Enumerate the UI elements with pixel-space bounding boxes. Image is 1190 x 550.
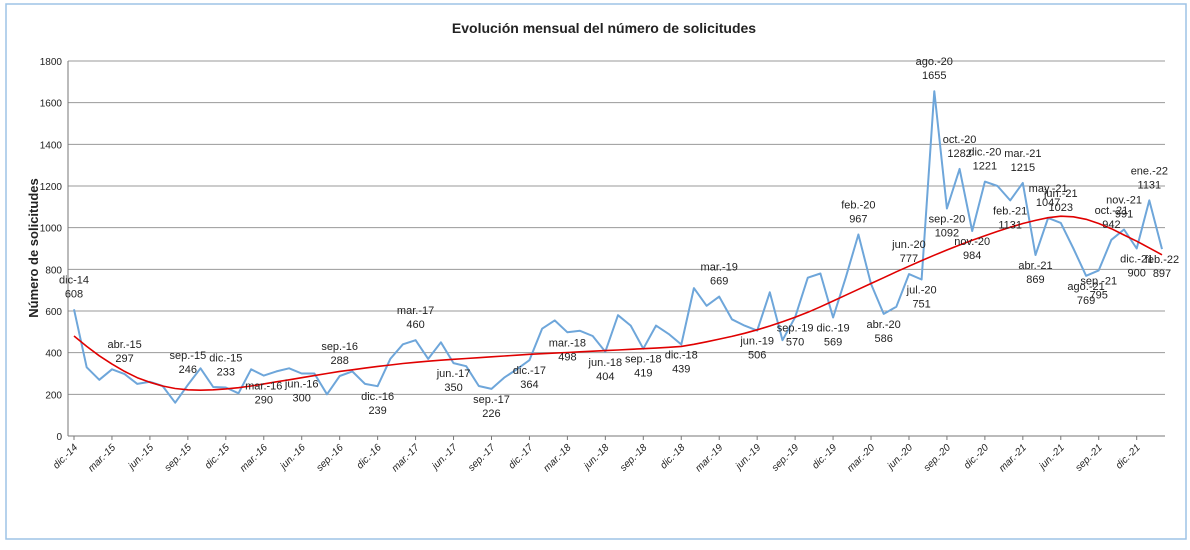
value-label: 586 — [874, 333, 892, 345]
y-tick-label: 600 — [45, 307, 62, 318]
value-label: 777 — [900, 253, 918, 265]
value-label: 900 — [1128, 268, 1146, 280]
value-label: 608 — [65, 288, 83, 300]
point-label: sep.-15 — [170, 350, 207, 362]
value-label: 991 — [1115, 209, 1133, 221]
point-label: dic.-17 — [513, 365, 546, 377]
y-tick-label: 1800 — [40, 57, 63, 68]
chart-title: Evolución mensual del número de solicitu… — [452, 20, 756, 36]
point-label: jun.-21 — [1043, 188, 1078, 200]
value-label: 246 — [179, 364, 197, 376]
value-label: 1131 — [998, 219, 1022, 231]
point-label: nov.-21 — [1106, 195, 1142, 207]
value-label: 1023 — [1049, 202, 1073, 214]
point-label: sep.-17 — [473, 394, 510, 406]
value-label: 506 — [748, 350, 766, 362]
value-label: 1282 — [947, 148, 971, 160]
point-label: jun.-18 — [588, 357, 623, 369]
point-label: dic.-15 — [209, 352, 242, 364]
value-label: 897 — [1153, 268, 1171, 280]
y-tick-label: 1000 — [40, 224, 63, 235]
value-label: 869 — [1026, 274, 1044, 286]
point-label: dic-14 — [59, 274, 89, 286]
point-label: oct.-21 — [1095, 205, 1129, 217]
point-label: jun.-17 — [436, 368, 471, 380]
point-label: mar.-16 — [245, 381, 282, 393]
value-label: 967 — [849, 214, 867, 226]
value-label: 751 — [912, 299, 930, 311]
y-tick-label: 1600 — [40, 99, 63, 110]
value-label: 1131 — [1138, 179, 1162, 191]
value-label: 570 — [786, 336, 804, 348]
point-label: feb.-21 — [993, 205, 1027, 217]
point-label: ene.-22 — [1131, 165, 1168, 177]
value-label: 669 — [710, 276, 728, 288]
point-label: feb.-20 — [841, 200, 875, 212]
point-label: mar.-21 — [1004, 148, 1041, 160]
y-tick-label: 0 — [56, 432, 62, 443]
point-label: dic.-21 — [1120, 254, 1153, 266]
point-label: dic.-19 — [817, 322, 850, 334]
point-label: dic.-16 — [361, 391, 394, 403]
point-label: sep.-20 — [929, 214, 966, 226]
point-label: abr.-20 — [867, 319, 901, 331]
point-label: dic.-20 — [968, 147, 1001, 159]
value-label: 942 — [1102, 219, 1120, 231]
point-label: dic.-18 — [665, 350, 698, 362]
point-label: ago.-21 — [1067, 281, 1104, 293]
value-label: 460 — [406, 319, 424, 331]
value-label: 498 — [558, 351, 576, 363]
trend-line — [73, 215, 1163, 391]
value-label: 239 — [368, 405, 386, 417]
point-label: jun.-20 — [891, 239, 926, 251]
value-label: 404 — [596, 371, 614, 383]
point-label: may.-21 — [1029, 183, 1068, 195]
value-label: 290 — [255, 395, 273, 407]
value-label: 233 — [217, 366, 235, 378]
value-label: 1047 — [1036, 197, 1060, 209]
value-label: 439 — [672, 364, 690, 376]
value-label: 1655 — [922, 70, 946, 82]
point-label: abr.-21 — [1018, 260, 1052, 272]
point-label: sep.-18 — [625, 354, 662, 366]
value-label: 226 — [482, 408, 500, 420]
y-tick-label: 200 — [45, 390, 62, 401]
point-label: oct.-20 — [943, 134, 977, 146]
y-tick-label: 800 — [45, 265, 62, 276]
value-label: 769 — [1077, 295, 1095, 307]
point-label: mar.-18 — [549, 337, 586, 349]
value-label: 419 — [634, 368, 652, 380]
y-tick-label: 1200 — [40, 182, 63, 193]
series-line — [73, 90, 1163, 404]
value-label: 288 — [330, 355, 348, 367]
point-label: mar.-17 — [397, 305, 434, 317]
value-label: 297 — [115, 353, 133, 365]
y-axis-label: Número de solicitudes — [26, 178, 41, 317]
point-label: ago.-20 — [916, 56, 953, 68]
point-label: abr.-15 — [107, 339, 141, 351]
value-label: 569 — [824, 336, 842, 348]
y-tick-label: 1400 — [40, 140, 63, 151]
value-label: 300 — [293, 393, 311, 405]
y-tick-label: 400 — [45, 349, 62, 360]
value-label: 1215 — [1011, 162, 1035, 174]
value-label: 1092 — [935, 228, 959, 240]
value-label: 984 — [963, 250, 981, 262]
value-label: 364 — [520, 379, 538, 391]
point-label: jun.-16 — [284, 379, 319, 391]
value-label: 795 — [1090, 289, 1108, 301]
chart-border — [5, 3, 1187, 540]
point-label: feb.-22 — [1145, 254, 1179, 266]
point-label: sep.-16 — [321, 341, 358, 353]
point-label: sep.-21 — [1080, 275, 1117, 287]
value-label: 1221 — [973, 161, 997, 173]
value-label: 350 — [444, 382, 462, 394]
point-label: jun.-19 — [739, 336, 774, 348]
point-label: mar.-19 — [701, 262, 738, 274]
point-label: nov.-20 — [954, 236, 990, 248]
point-label: sep.-19 — [777, 322, 814, 334]
point-label: jul.-20 — [906, 285, 937, 297]
